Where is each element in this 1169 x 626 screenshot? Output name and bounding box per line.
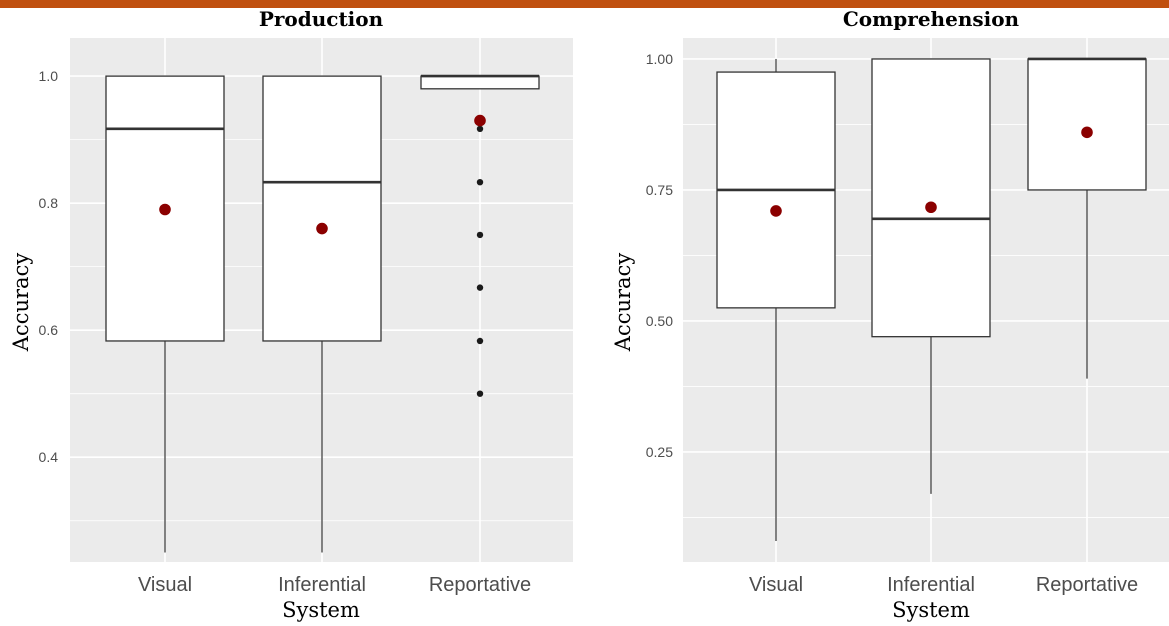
comprehension-y-tick-label: 0.75 [646,182,673,198]
comprehension-y-tick-label: 0.50 [646,313,673,329]
comprehension-y-tick-label: 1.00 [646,51,673,67]
comprehension-y-axis-label: Accuracy [611,253,635,353]
outlier-point [476,178,484,186]
production-x-tick-label: Inferential [278,574,366,596]
production-y-tick-label: 0.4 [39,449,59,465]
production-x-tick-label: Reportative [429,574,531,596]
box-iqr [420,75,540,90]
mean-point [474,114,486,127]
mean-point [1081,126,1093,139]
production-y-tick-label: 0.6 [39,322,59,338]
production-y-tick-label: 0.8 [39,195,59,211]
production-y-ticks: 0.4 0.6 0.8 1.0 [39,68,59,465]
comprehension-boxes [716,57,1147,542]
comprehension-x-tick-label: Inferential [887,574,975,596]
production-x-axis-label: System [282,598,360,622]
outlier-point [476,337,484,345]
production-panel: Production 0.4 0.6 0.8 1.0 Visual Inferentia… [9,7,573,622]
outlier-point [476,390,484,397]
box-iqr [262,75,382,342]
outlier-point [476,125,484,133]
comprehension-panel: Comprehension 0.25 0.50 0.75 1.00 Visual Inf… [611,7,1169,622]
production-boxes [105,74,540,553]
comprehension-y-ticks: 0.25 0.50 0.75 1.00 [646,51,673,460]
production-y-axis-label: Accuracy [9,253,33,353]
comprehension-title: Comprehension [843,7,1020,31]
comprehension-x-tick-label: Visual [749,574,803,596]
box-iqr [871,58,991,338]
comprehension-y-tick-label: 0.25 [646,444,673,460]
top-accent-bar [0,0,1169,8]
production-x-ticks: Visual Inferential Reportative [138,574,531,596]
comprehension-x-ticks: Visual Inferential Reportative [749,574,1138,596]
production-title: Production [259,7,384,31]
comprehension-x-axis-label: System [892,598,970,622]
mean-point [316,222,328,235]
comprehension-x-tick-label: Reportative [1036,574,1138,596]
box-iqr [1027,58,1147,191]
production-y-tick-label: 1.0 [39,68,59,84]
mean-point [925,201,937,214]
mean-point [770,205,782,217]
outlier-point [476,284,484,291]
outlier-point [476,231,484,239]
production-x-tick-label: Visual [138,574,192,596]
mean-point [159,203,171,216]
